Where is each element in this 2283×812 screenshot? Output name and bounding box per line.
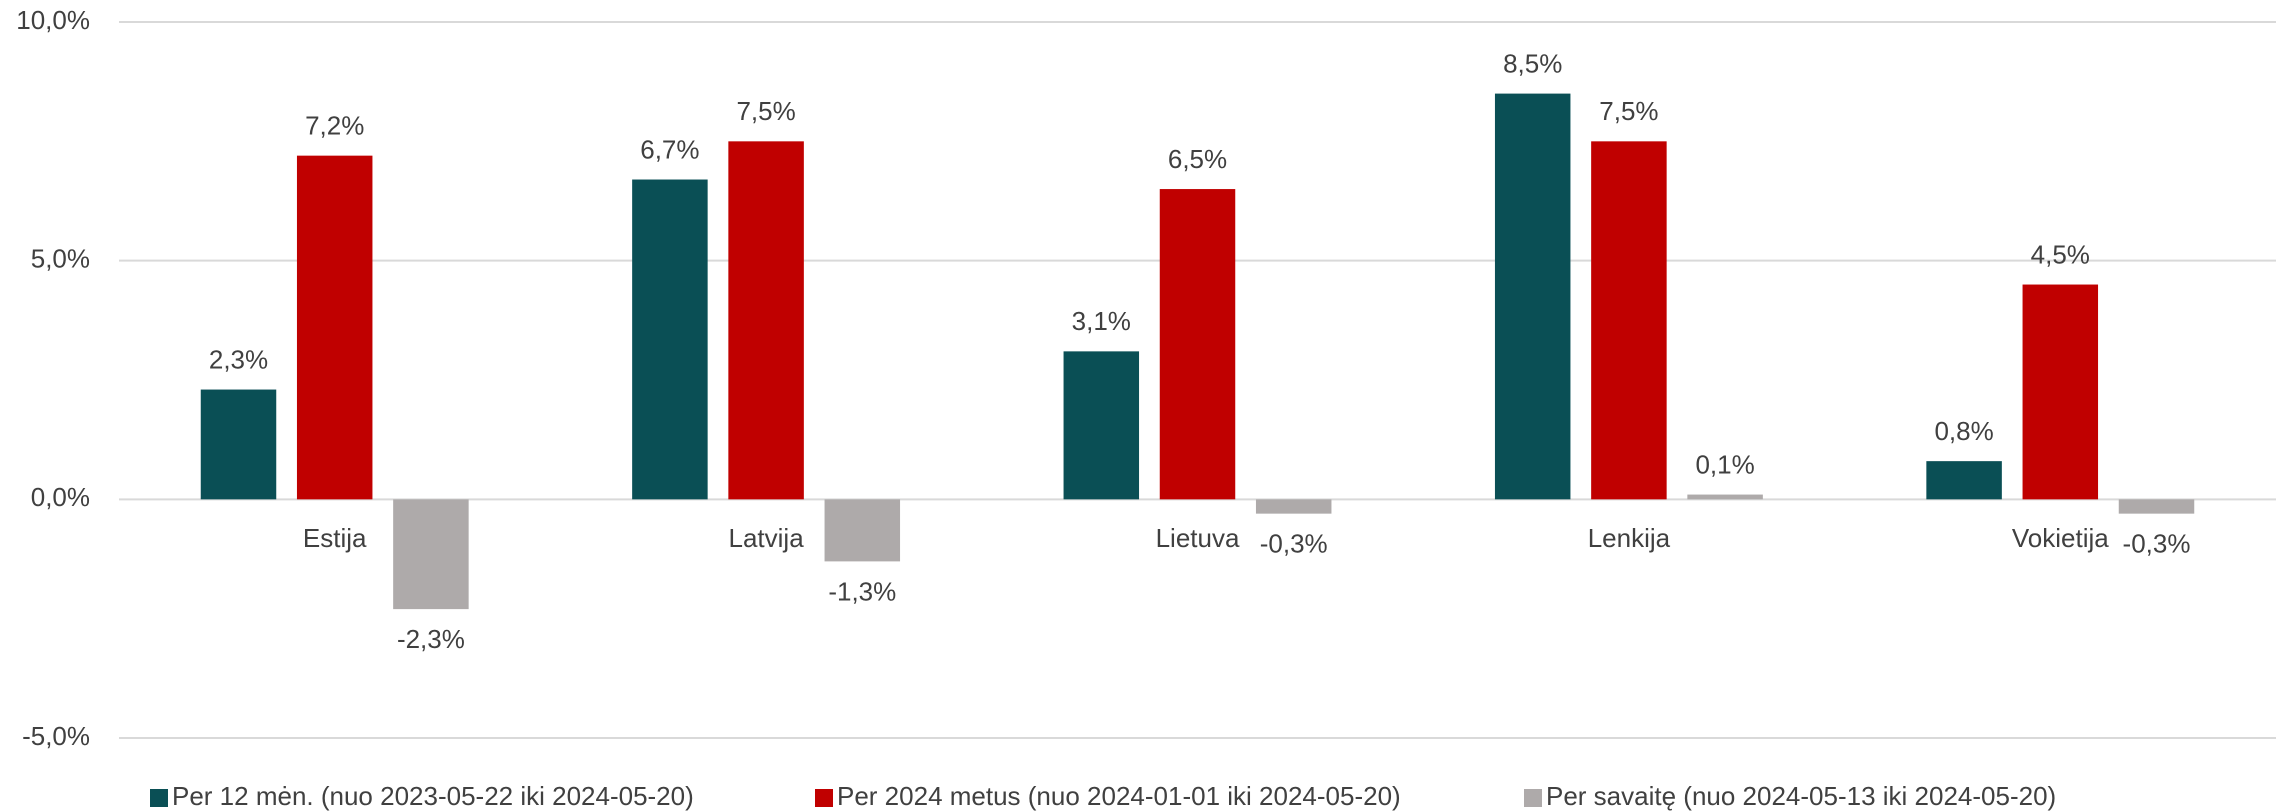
bar [296, 155, 373, 500]
bar [1159, 189, 1236, 500]
data-label: 7,5% [1599, 96, 1658, 126]
legend-label: Per 2024 metus (nuo 2024-01-01 iki 2024-… [837, 781, 1401, 811]
y-tick-label: -5,0% [22, 721, 90, 751]
data-label: 7,2% [305, 111, 364, 141]
data-label: -1,3% [828, 576, 896, 606]
y-tick-label: 5,0% [31, 244, 90, 274]
bar [2118, 499, 2195, 514]
x-tick-label: Lenkija [1588, 523, 1671, 553]
y-tick-label: 10,0% [16, 5, 90, 35]
data-label: -0,3% [2123, 529, 2191, 559]
data-label: 7,5% [736, 96, 795, 126]
data-label: 8,5% [1503, 48, 1562, 78]
bar [824, 499, 901, 562]
legend-swatch [1524, 789, 1542, 807]
data-label: 3,1% [1072, 306, 1131, 336]
data-label: 4,5% [2031, 239, 2090, 269]
bar [1591, 141, 1667, 500]
y-tick-label: 0,0% [31, 482, 90, 512]
data-label: 2,3% [209, 344, 268, 374]
bar [1255, 499, 1332, 514]
data-label: 6,7% [640, 134, 699, 164]
bar [728, 141, 804, 500]
data-label: -0,3% [1260, 529, 1328, 559]
x-tick-label: Estija [303, 523, 367, 553]
x-tick-label: Lietuva [1156, 523, 1240, 553]
bar [1063, 351, 1140, 500]
legend-swatch [815, 789, 833, 807]
x-tick-label: Latvija [729, 523, 805, 553]
legend-label: Per 12 mėn. (nuo 2023-05-22 iki 2024-05-… [172, 781, 694, 811]
bar [1926, 461, 2002, 500]
bar [632, 179, 708, 500]
data-label: 0,1% [1695, 449, 1754, 479]
bar [1687, 494, 1763, 500]
data-label: 6,5% [1168, 144, 1227, 174]
x-tick-label: Vokietija [2012, 523, 2109, 553]
data-label: 0,8% [1934, 416, 1993, 446]
data-label: -2,3% [397, 624, 465, 654]
legend-label: Per savaitę (nuo 2024-05-13 iki 2024-05-… [1546, 781, 2056, 811]
bar [393, 499, 469, 610]
bar [2022, 284, 2099, 500]
bar [1494, 93, 1571, 500]
legend-swatch [150, 789, 168, 807]
bar [200, 389, 277, 500]
